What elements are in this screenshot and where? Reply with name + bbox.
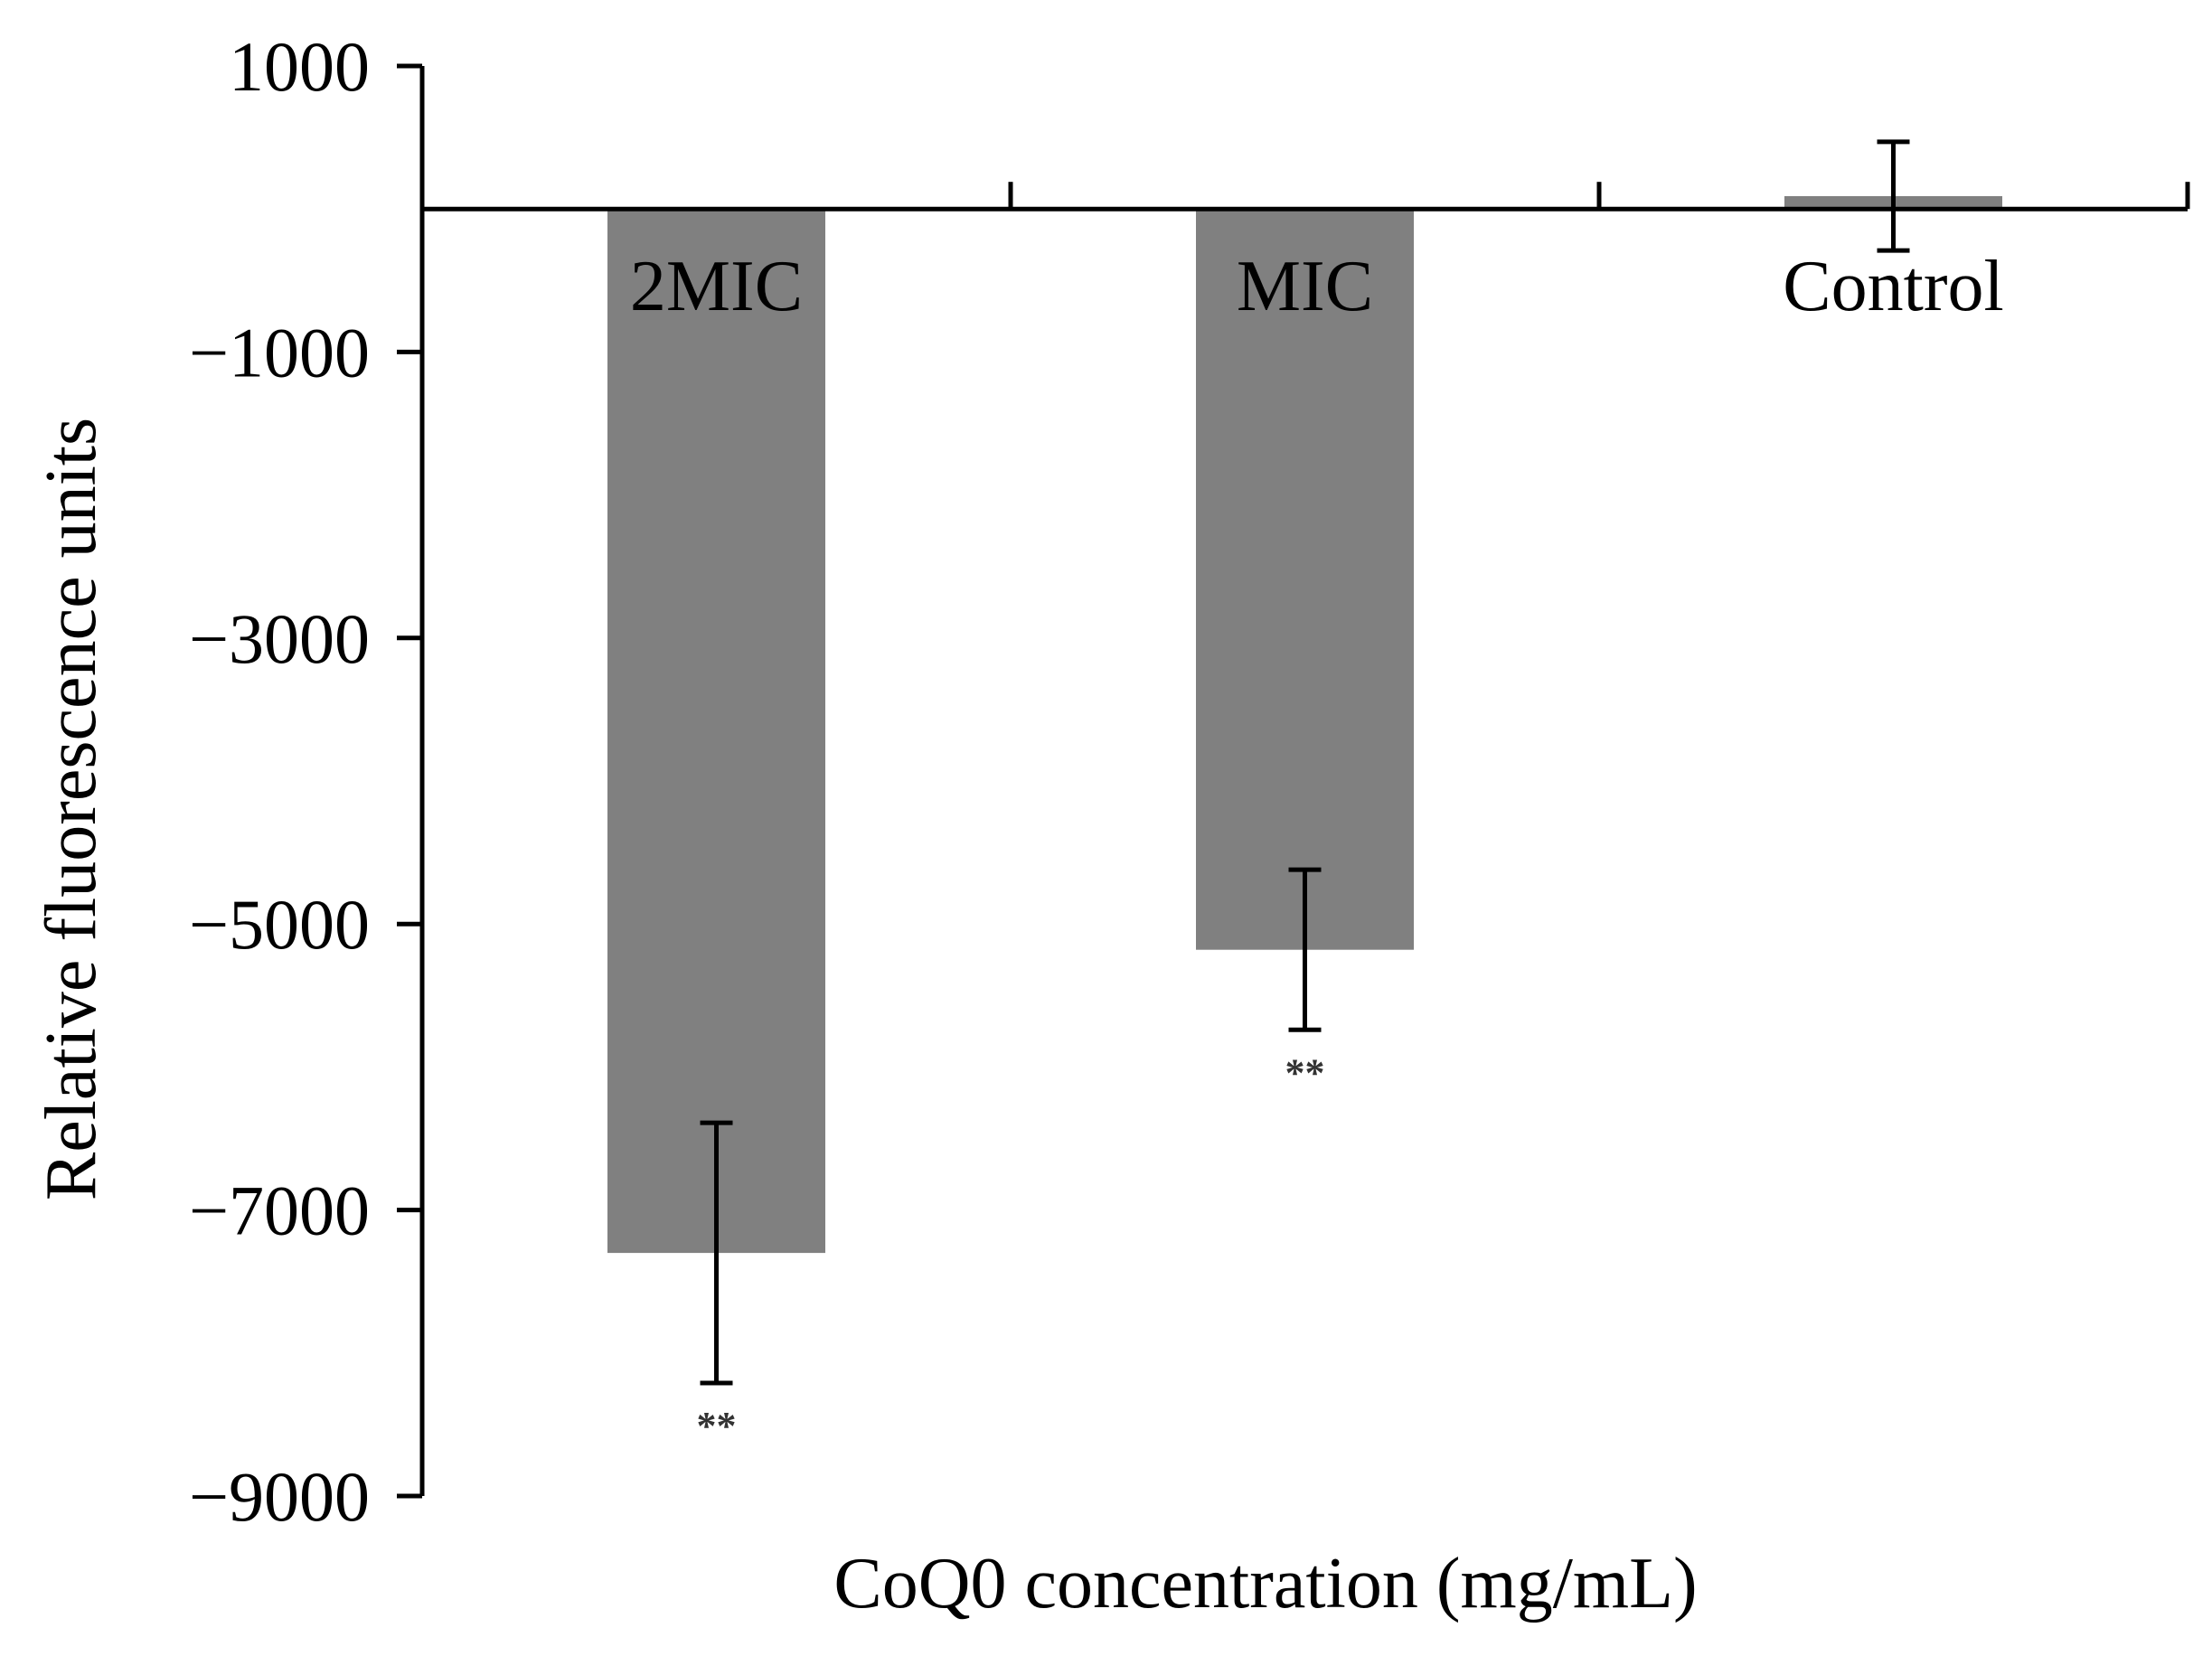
y-axis-title: Relative fluorescence units (32, 418, 111, 1200)
significance-marker: ** (1285, 1050, 1325, 1095)
labels-layer: ** ** 2MIC MIC Control (630, 247, 2004, 1448)
y-tick-label: 1000 (229, 27, 370, 106)
error-bars-layer (700, 139, 1910, 1386)
y-tick-label: −3000 (189, 599, 370, 678)
significance-marker: ** (697, 1404, 737, 1448)
category-label-mic: MIC (1237, 247, 1373, 326)
bar-2mic (607, 209, 825, 1254)
axes-layer: 1000 −1000 −3000 −5000 −7000 −9000 (189, 27, 2190, 1536)
category-label-control: Control (1783, 247, 2003, 326)
x-axis-title: CoQ0 concentration (mg/mL) (833, 1544, 1697, 1623)
error-bar (1877, 139, 1910, 253)
y-tick-label: −9000 (189, 1457, 370, 1536)
y-tick-label: −1000 (189, 313, 370, 391)
category-label-2mic: 2MIC (630, 247, 803, 326)
bar-mic (1196, 209, 1414, 950)
error-bar (700, 1120, 733, 1386)
error-bar (1288, 867, 1322, 1032)
bars-layer (607, 196, 2002, 1254)
y-tick-label: −7000 (189, 1171, 370, 1250)
y-tick-label: −5000 (189, 885, 370, 964)
